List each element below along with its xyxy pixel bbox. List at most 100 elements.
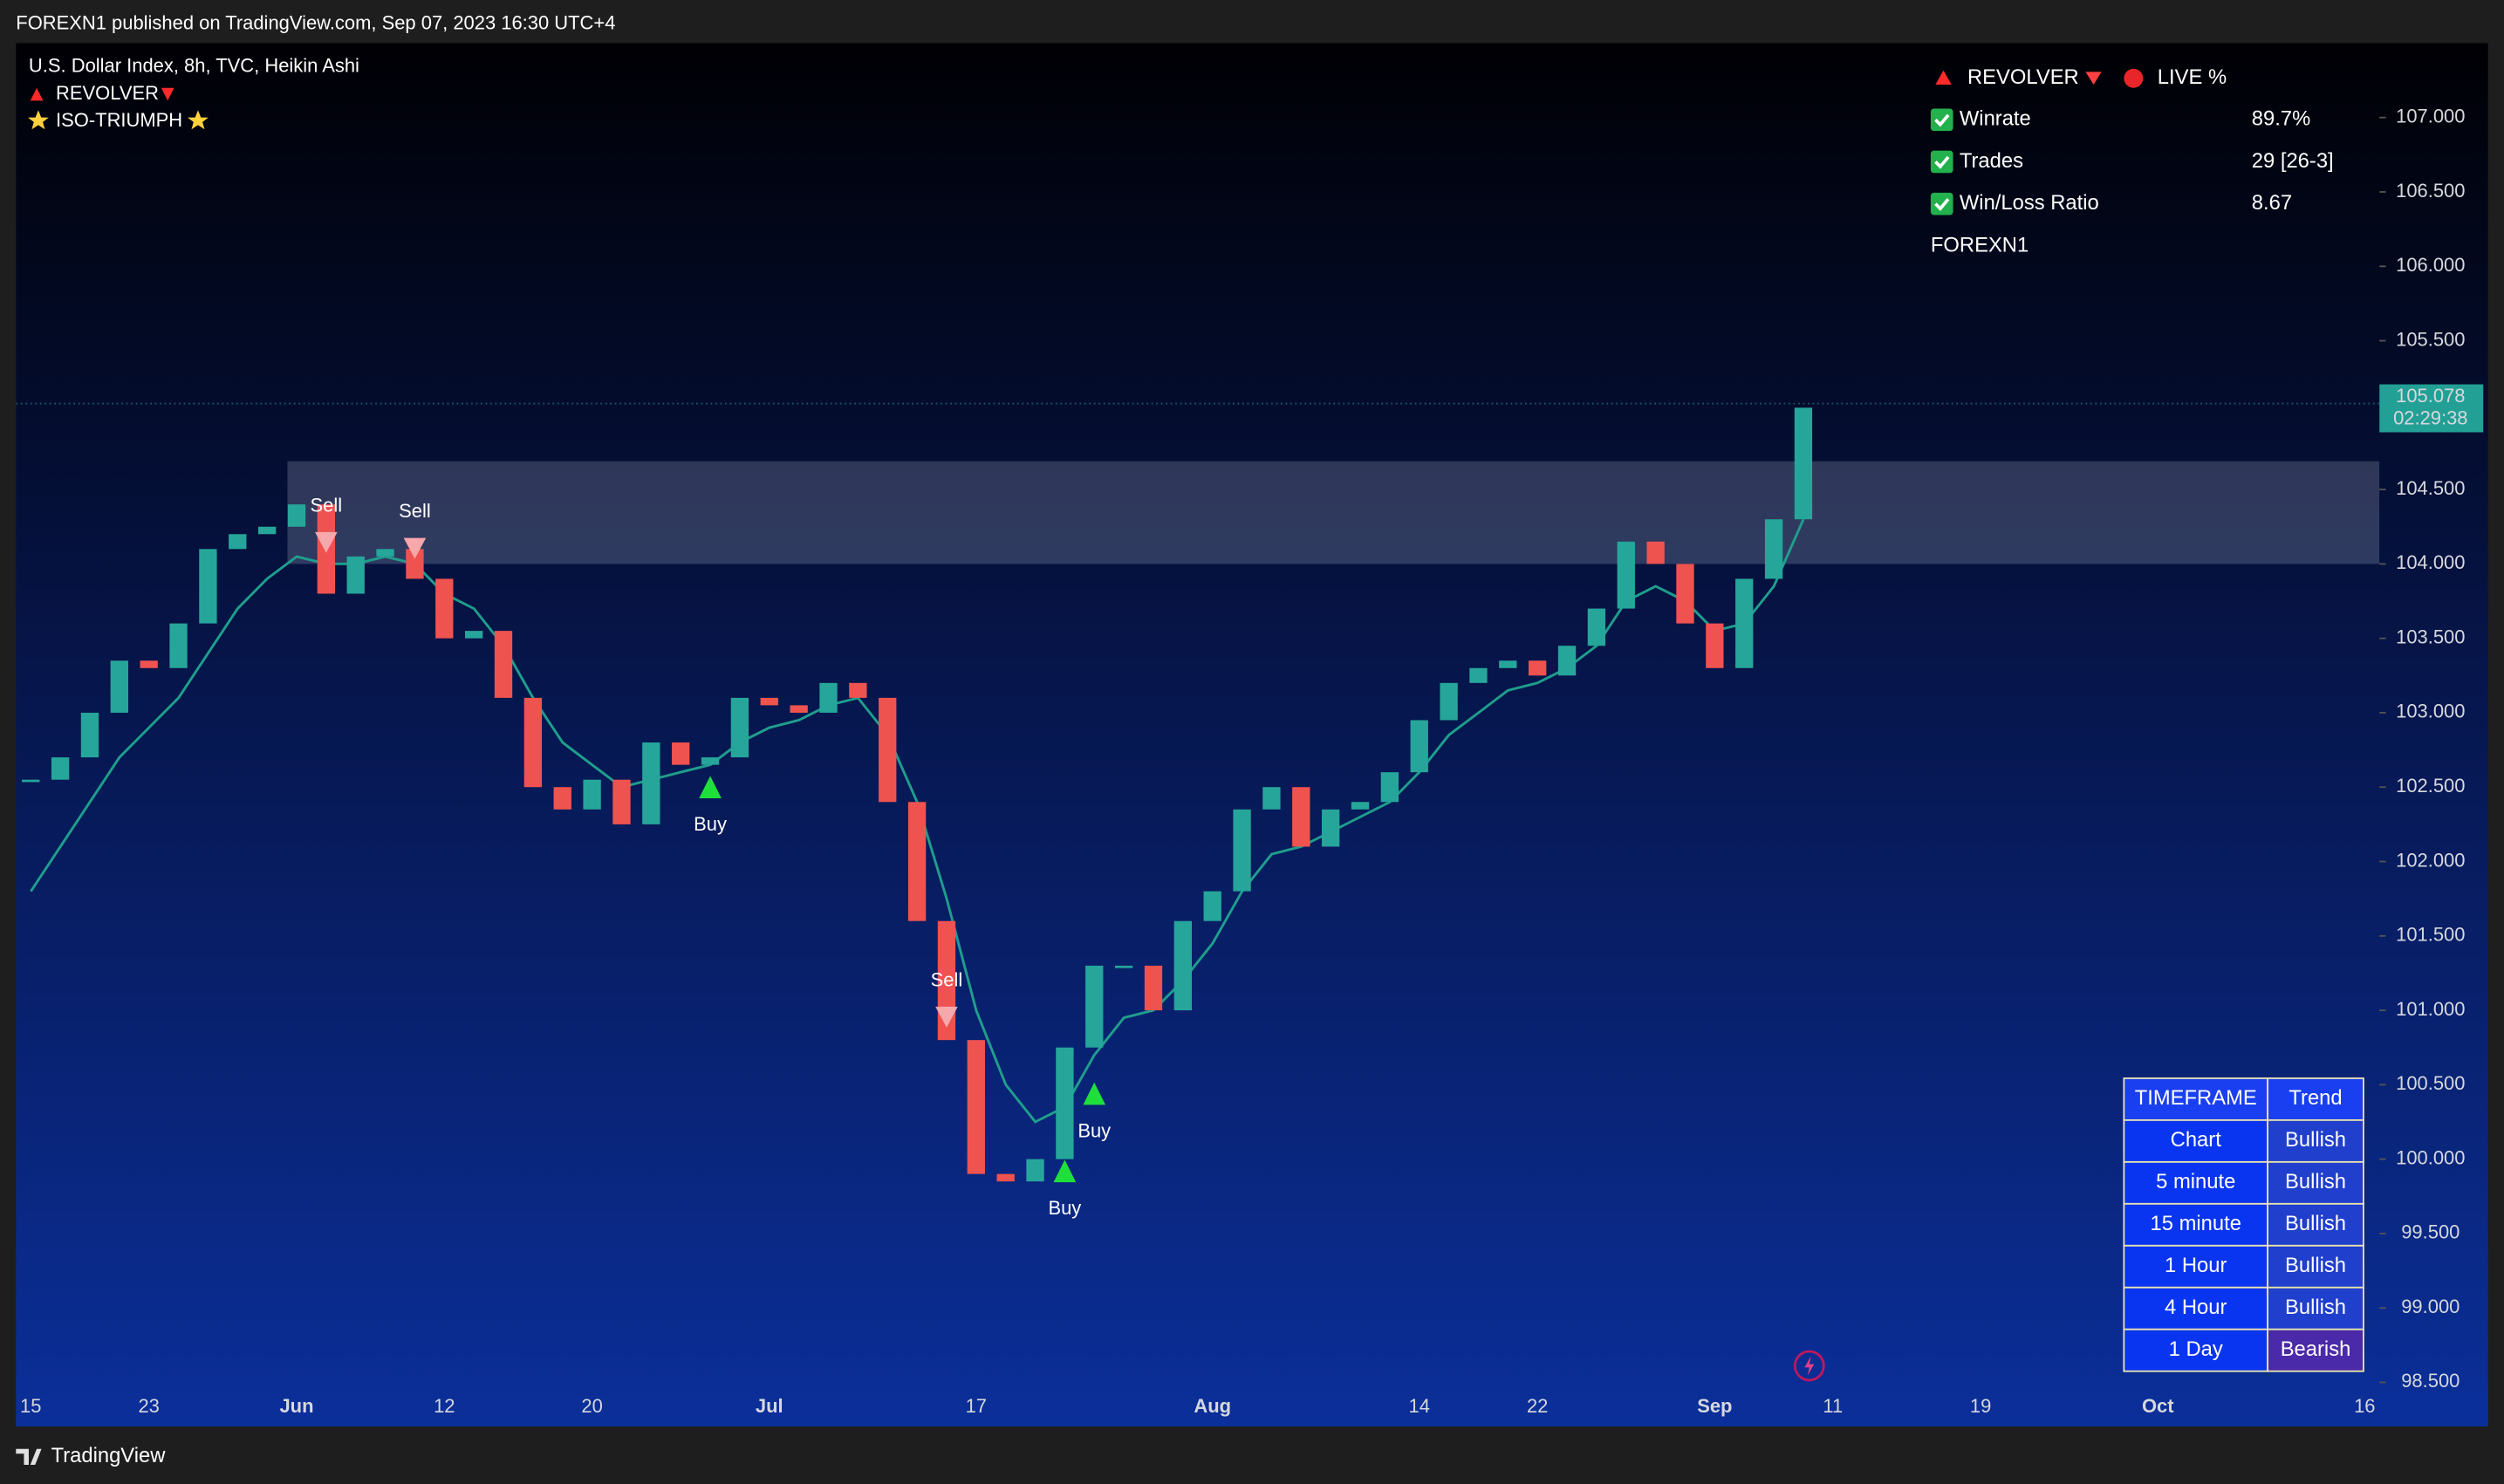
x-tick-label: 22: [1527, 1395, 1548, 1417]
candle: [849, 682, 867, 698]
indicator-name: ISO-TRIUMPH: [56, 109, 182, 131]
table-cell: [2123, 1077, 2269, 1121]
candle: [730, 697, 749, 758]
y-tick-label: 99.500: [2401, 1221, 2460, 1243]
stats-title: REVOLVER: [1967, 65, 2079, 89]
y-tick-label: 104.500: [2396, 477, 2465, 499]
buy-signal: [1053, 1159, 1077, 1183]
timeframe-label: 15 minute: [2151, 1212, 2241, 1235]
candle: [110, 660, 128, 713]
y-tick-label: 99.000: [2401, 1296, 2460, 1317]
countdown-label: 02:29:38: [2393, 407, 2467, 429]
trend-label: Bearish: [2281, 1337, 2351, 1361]
x-tick-label: Aug: [1194, 1395, 1231, 1417]
trend-label: Bullish: [2285, 1212, 2346, 1235]
candle: [1440, 682, 1458, 721]
candle: [1203, 891, 1221, 921]
candle: [169, 623, 188, 668]
y-tick-label: 106.500: [2396, 180, 2465, 202]
table-cell: [2123, 1202, 2269, 1247]
signal-label: Buy: [694, 813, 727, 835]
candle: [51, 757, 70, 780]
candle: [1646, 541, 1665, 564]
candle: [257, 526, 277, 535]
resistance-zone: [287, 461, 2380, 564]
y-tick-label: 102.000: [2396, 849, 2465, 871]
y-tick-label: 104.000: [2396, 551, 2465, 573]
candle: [553, 787, 571, 810]
trend-table: TIMEFRAME Trend Chart Bullish 5 minute Bullis…: [2123, 1077, 2364, 1372]
candle: [140, 660, 158, 668]
candle: [790, 705, 808, 713]
y-tick-label: 106.000: [2396, 254, 2465, 276]
x-tick-label: 16: [2354, 1395, 2375, 1417]
candle: [229, 534, 247, 550]
check-mark: [1934, 155, 1950, 169]
check-icon: [1930, 108, 1953, 132]
table-cell: [2267, 1244, 2364, 1289]
trend-label: Bullish: [2285, 1296, 2346, 1319]
candle: [1085, 965, 1104, 1048]
candle: [1469, 667, 1488, 683]
x-tick-label: 15: [20, 1395, 41, 1417]
sell-signal: [315, 531, 338, 553]
table-cell: [2267, 1118, 2364, 1163]
stats-value: 8.67: [2252, 191, 2292, 215]
candle: [523, 697, 543, 788]
stats-status: LIVE %: [2158, 65, 2227, 89]
candle: [406, 549, 424, 579]
candle: [22, 779, 40, 783]
timeframe-label: 5 minute: [2156, 1170, 2235, 1193]
table-cell: [2267, 1202, 2364, 1247]
x-tick-label: 17: [966, 1395, 987, 1417]
candle: [1706, 623, 1724, 668]
x-tick-label: Oct: [2142, 1395, 2174, 1417]
trend-label: Bullish: [2285, 1254, 2346, 1277]
check-mark: [1934, 197, 1950, 211]
candle: [907, 802, 927, 921]
stats-label: Trades: [1960, 149, 2023, 173]
stats-value: 29 [26-3]: [2252, 149, 2334, 173]
y-tick-label: 101.000: [2396, 998, 2465, 1020]
candle: [1794, 407, 1813, 520]
tv-logo: [16, 1448, 42, 1466]
check-icon: [1930, 192, 1953, 215]
candle: [1026, 1159, 1044, 1182]
stats-table: REVOLVER LIVE % Winrate 89.7% Trades 29 [26…: [1931, 65, 2334, 256]
icon-live: [2124, 68, 2144, 88]
x-tick-label: 23: [138, 1395, 159, 1417]
last-price-label: 105.078: [2396, 385, 2465, 407]
plot-area: Sell Sell Buy Sell Buy Buy: [16, 402, 2380, 1219]
y-tick-label: 102.500: [2396, 775, 2465, 797]
candle: [346, 556, 365, 594]
y-tick-label: 100.000: [2396, 1146, 2465, 1168]
alert-icon[interactable]: [1793, 1350, 1825, 1382]
candle: [1410, 720, 1428, 773]
candle: [760, 697, 778, 706]
table-cell: [2267, 1328, 2364, 1372]
stats-author: FOREXN1: [1931, 233, 2029, 256]
candle: [1499, 660, 1517, 668]
trend-label: Bullish: [2285, 1170, 2346, 1193]
y-tick-label: 107.000: [2396, 106, 2465, 127]
candle: [1292, 787, 1310, 847]
candle: [642, 742, 660, 824]
timeframe-label: 1 Hour: [2165, 1254, 2227, 1277]
candle: [583, 779, 601, 810]
candle: [1262, 787, 1281, 810]
candle: [1529, 660, 1547, 676]
candle: [1114, 965, 1133, 968]
icon-up: [1935, 70, 1952, 85]
candle: [199, 549, 217, 624]
stats-value: 89.7%: [2252, 107, 2310, 131]
icon-down: [161, 87, 174, 101]
y-tick-label: 103.500: [2396, 626, 2465, 647]
timeframe-label: 1 Day: [2169, 1337, 2223, 1361]
y-tick-label: 101.500: [2396, 924, 2465, 946]
candle: [1735, 578, 1754, 668]
icon-up: [30, 87, 44, 101]
candle: [701, 757, 720, 765]
candle: [1587, 608, 1606, 646]
table-cell: [2123, 1328, 2269, 1372]
x-tick-label: 19: [1970, 1395, 1991, 1417]
